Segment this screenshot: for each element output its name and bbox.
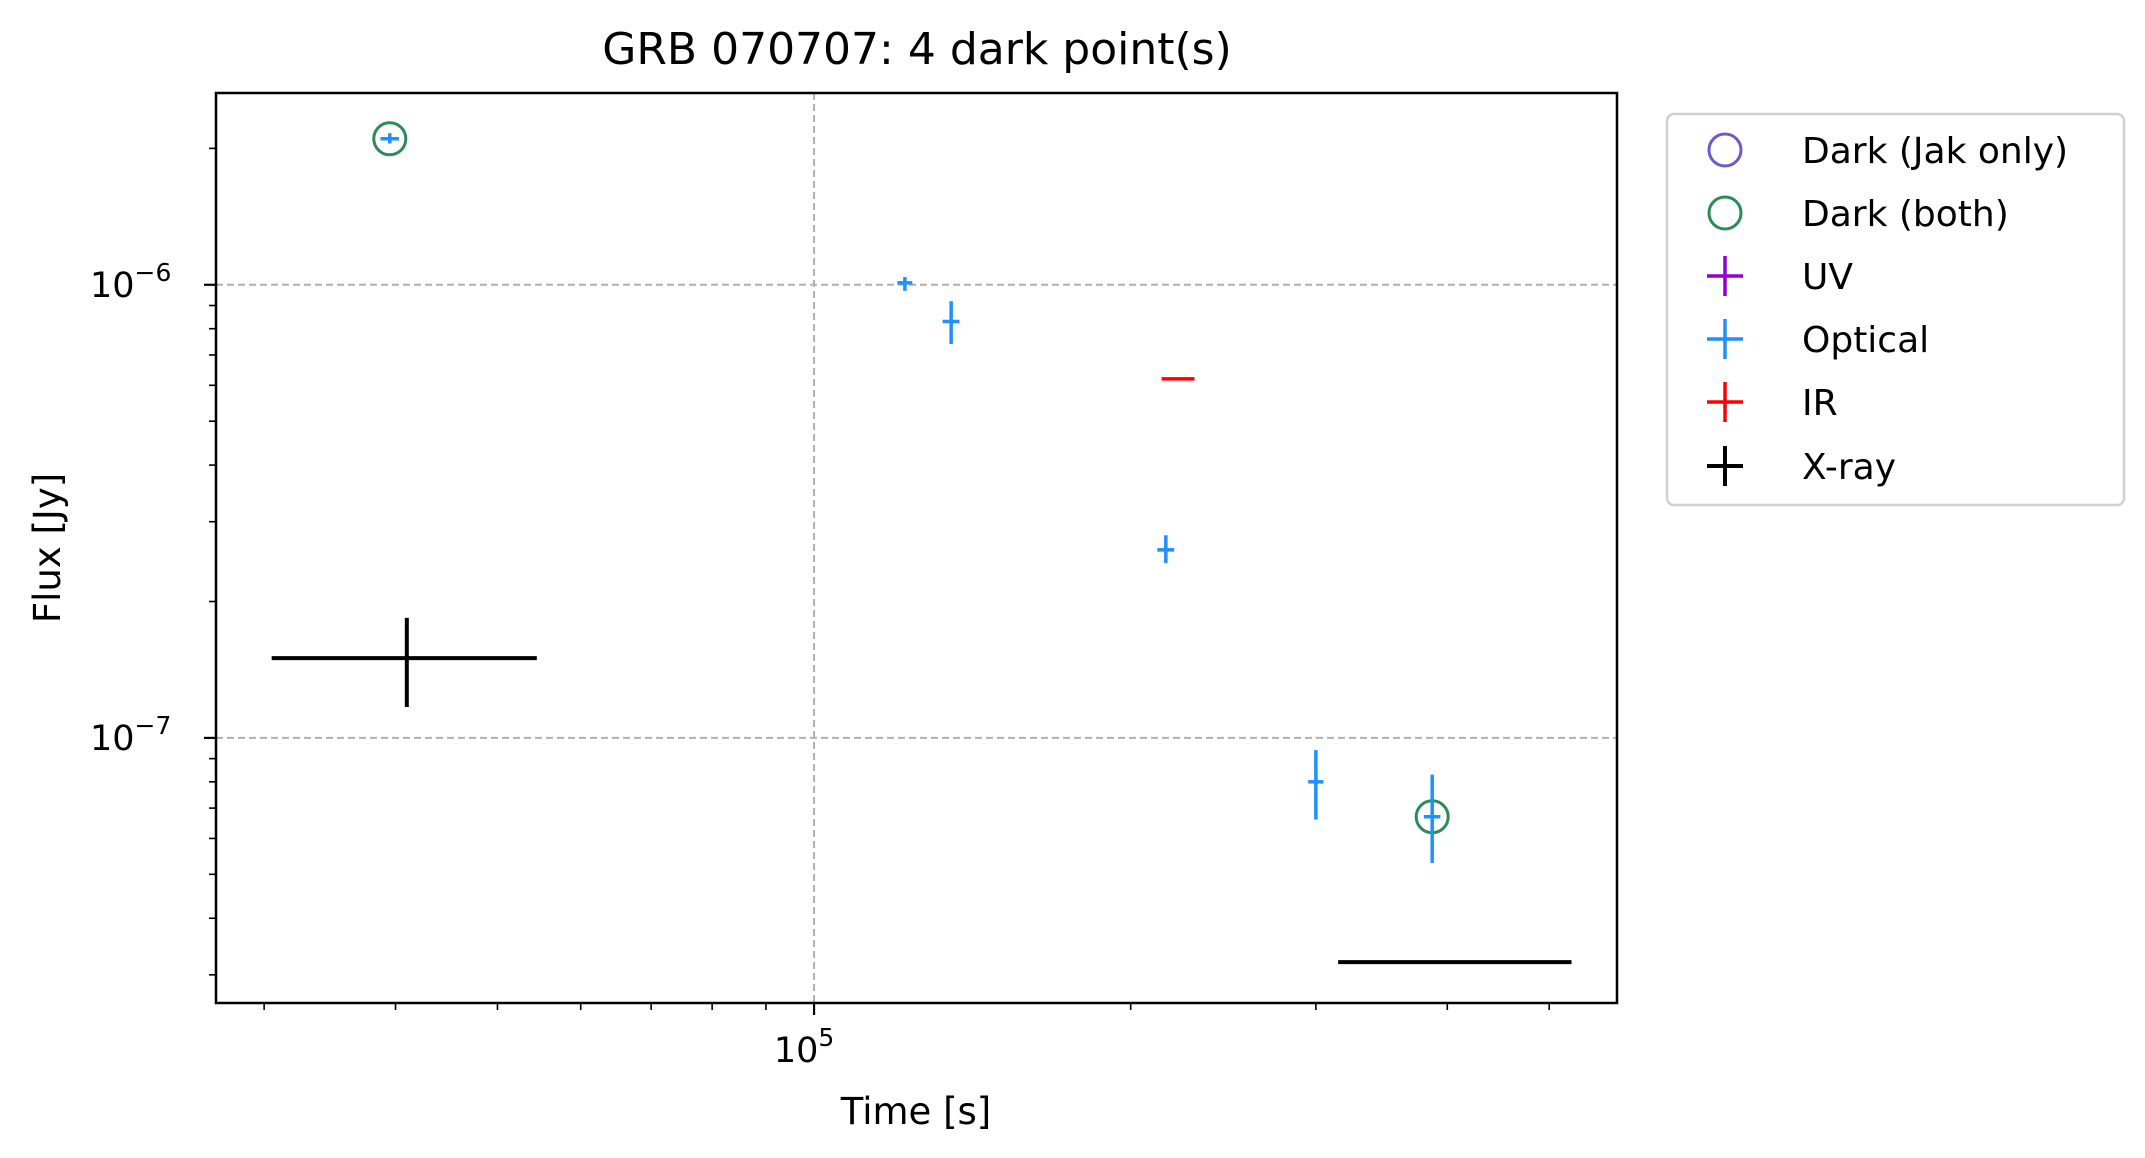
plot-frame xyxy=(214,91,1619,1005)
legend-marker-dark-jak-only xyxy=(1707,132,1743,168)
legend-entry-dark-both: Dark (both) xyxy=(1707,194,2009,235)
y-tick-label: 10−7 xyxy=(90,711,171,759)
legend-entry-x-ray: X-ray xyxy=(1707,446,1896,488)
legend-label-x-ray: X-ray xyxy=(1802,447,1896,488)
legend-label-dark-both: Dark (both) xyxy=(1802,194,2009,235)
errorbar-point-optical xyxy=(1157,535,1175,564)
legend-entry-ir: IR xyxy=(1707,382,1838,424)
tick-layer: 105 10−7 10−6 xyxy=(90,147,1551,1071)
legend-label-ir: IR xyxy=(1802,383,1838,424)
errorbar-point-optical xyxy=(380,133,399,144)
legend-label-dark-jak-only: Dark (Jak only) xyxy=(1802,131,2068,172)
x-axis-label: Time [s] xyxy=(840,1090,991,1133)
x-tick-label: 105 xyxy=(774,1023,834,1071)
errorbar-point-optical xyxy=(942,301,960,345)
errorbar-point-optical xyxy=(1308,750,1324,820)
legend-entry-optical: Optical xyxy=(1707,319,1929,361)
legend-frame xyxy=(1665,112,2126,507)
legend-entry-dark-jak-only: Dark (Jak only) xyxy=(1707,131,2068,172)
legend-marker-dark-both xyxy=(1707,195,1743,231)
data-layer xyxy=(271,121,1572,965)
legend: Dark (Jak only) Dark (both) UV Optical IR X-r… xyxy=(1665,112,2126,507)
errorbar-point-optical xyxy=(897,277,913,291)
legend-label-uv: UV xyxy=(1802,257,1853,298)
legend-entry-uv: UV xyxy=(1707,256,1853,298)
dark-marker-dark-both xyxy=(372,121,408,157)
y-tick-label: 10−6 xyxy=(90,258,171,306)
grid-layer xyxy=(216,93,1617,1003)
errorbar-point-optical xyxy=(1423,774,1441,863)
chart-title: GRB 070707: 4 dark point(s) xyxy=(602,24,1232,75)
y-axis-label: Flux [Jy] xyxy=(26,473,69,623)
errorbar-point-x-ray xyxy=(271,617,537,708)
legend-label-optical: Optical xyxy=(1802,320,1929,361)
